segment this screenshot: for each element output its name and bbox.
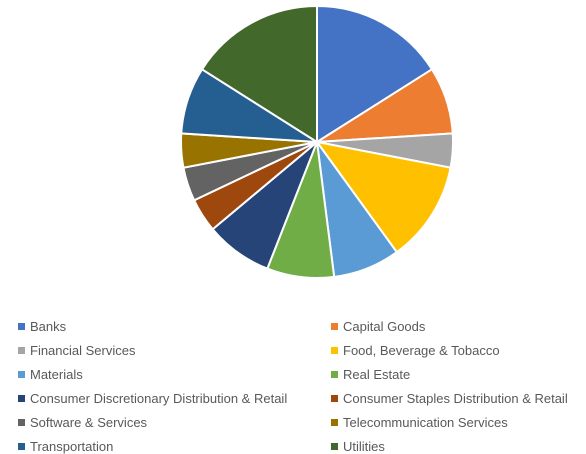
pie-slice-utilities <box>200 4 318 144</box>
pie-slice-banks <box>316 4 434 144</box>
pie-slice-food-beverage-tobacco <box>314 140 452 254</box>
